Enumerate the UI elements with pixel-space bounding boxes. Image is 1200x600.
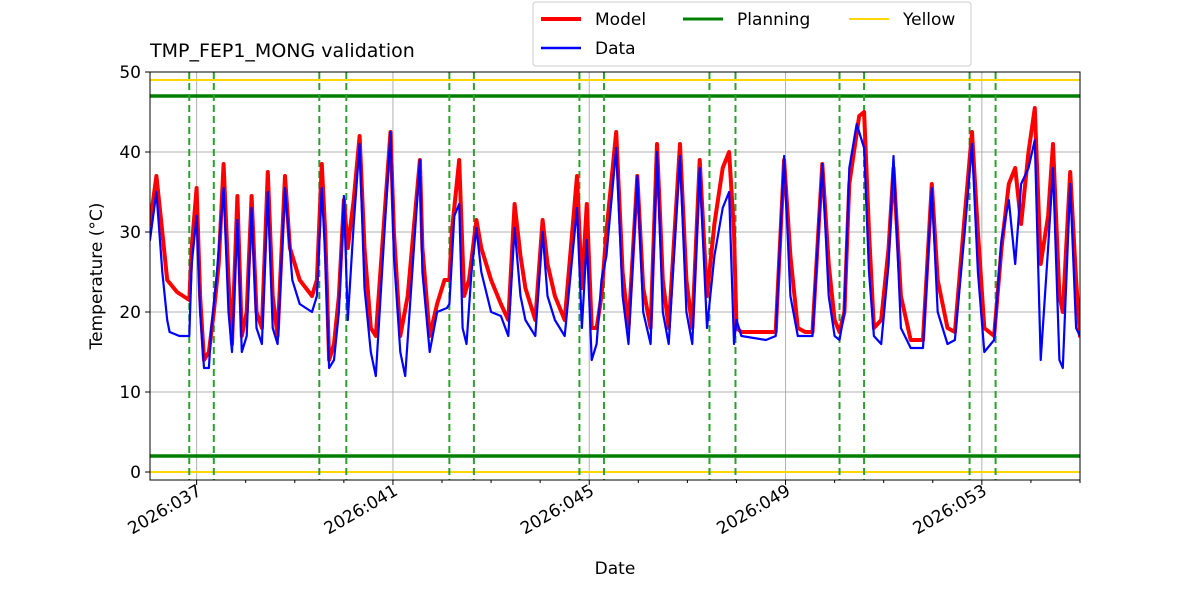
x-tick-label: 2026:049 — [714, 481, 795, 539]
x-axis-label: Date — [595, 559, 636, 579]
y-tick-label: 20 — [119, 303, 141, 323]
y-axis-label: Temperature (°C) — [87, 203, 107, 351]
x-tick-label: 2026:045 — [517, 481, 598, 539]
legend-label-model: Model — [595, 10, 646, 30]
y-tick-label: 10 — [119, 383, 141, 403]
y-tick-label: 50 — [119, 63, 141, 83]
legend: Model Planning Yellow Data — [532, 1, 972, 67]
legend-label-data: Data — [595, 39, 636, 59]
y-tick-label: 40 — [119, 143, 141, 163]
series-line-model — [150, 106, 1080, 362]
legend-label-planning: Planning — [737, 10, 810, 30]
limit-lines — [150, 79, 1080, 473]
chart-title: TMP_FEP1_MONG validation — [149, 40, 415, 62]
y-tick-label: 30 — [119, 223, 141, 243]
plot-frame — [149, 71, 1081, 481]
y-axis: 0 10 20 30 40 50 — [119, 63, 150, 483]
series-line-data — [150, 122, 1080, 378]
x-tick-label: 2026:037 — [125, 481, 206, 539]
x-tick-label: 2026:053 — [910, 481, 991, 539]
x-axis: 2026:037 2026:041 2026:045 2026:049 2026:053 — [125, 480, 1081, 539]
x-tick-label: 2026:041 — [321, 481, 402, 539]
legend-label-yellow: Yellow — [902, 10, 955, 30]
series — [150, 106, 1080, 378]
y-tick-label: 0 — [130, 463, 141, 483]
